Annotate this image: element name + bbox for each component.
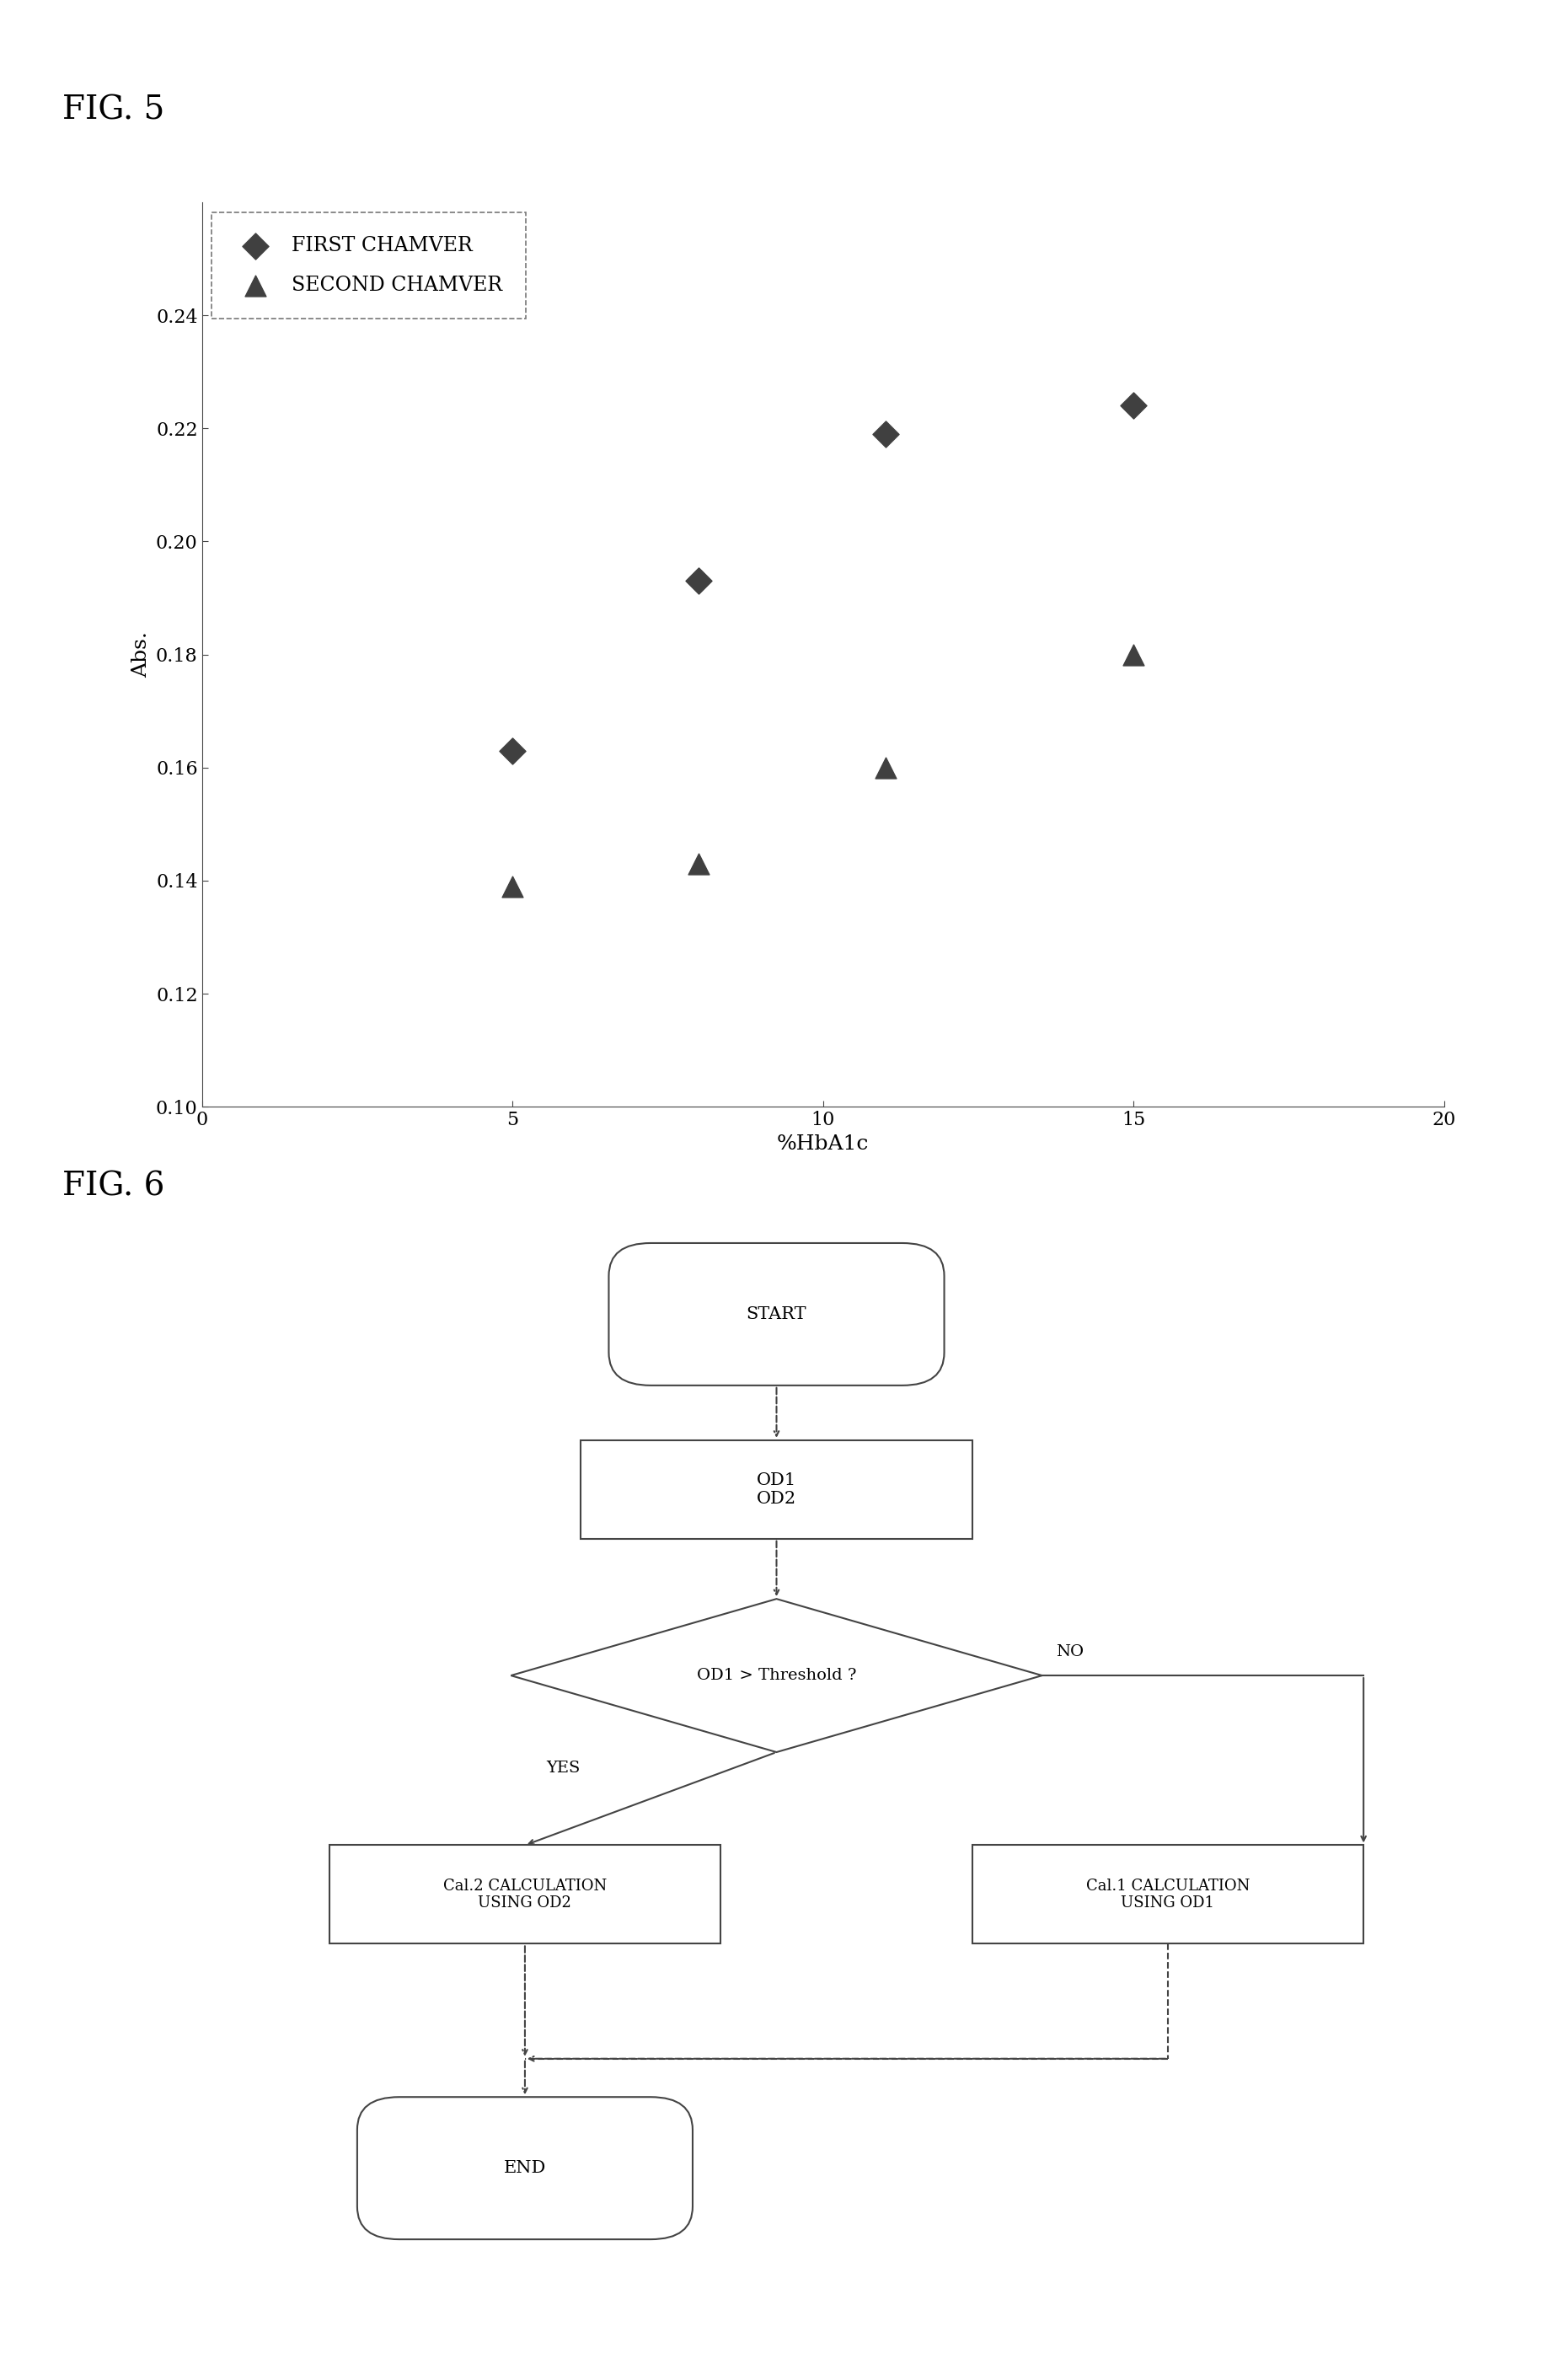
FIRST CHAMVER xyxy=(873,414,898,452)
SECOND CHAMVER xyxy=(1121,635,1146,674)
Text: END: END xyxy=(503,2161,547,2175)
FancyBboxPatch shape xyxy=(609,1242,944,1385)
SECOND CHAMVER xyxy=(500,866,525,904)
Text: Cal.2 CALCULATION
USING OD2: Cal.2 CALCULATION USING OD2 xyxy=(443,1878,607,1911)
Text: NO: NO xyxy=(1056,1645,1084,1659)
FIRST CHAMVER xyxy=(686,562,711,600)
FancyBboxPatch shape xyxy=(329,1844,721,1944)
FancyBboxPatch shape xyxy=(357,2097,693,2240)
X-axis label: %HbA1c: %HbA1c xyxy=(776,1133,870,1154)
Text: FIG. 6: FIG. 6 xyxy=(62,1171,165,1202)
SECOND CHAMVER xyxy=(873,747,898,785)
Legend: FIRST CHAMVER, SECOND CHAMVER: FIRST CHAMVER, SECOND CHAMVER xyxy=(211,212,526,319)
Polygon shape xyxy=(511,1599,1042,1752)
SECOND CHAMVER xyxy=(686,845,711,883)
Text: START: START xyxy=(747,1307,806,1323)
Text: Cal.1 CALCULATION
USING OD1: Cal.1 CALCULATION USING OD1 xyxy=(1086,1878,1250,1911)
Text: YES: YES xyxy=(547,1761,579,1775)
FancyBboxPatch shape xyxy=(581,1440,972,1537)
Text: OD1
OD2: OD1 OD2 xyxy=(756,1473,797,1507)
Text: OD1 > Threshold ?: OD1 > Threshold ? xyxy=(697,1668,856,1683)
FIRST CHAMVER xyxy=(500,731,525,769)
Y-axis label: Abs.: Abs. xyxy=(132,631,151,678)
Text: FIG. 5: FIG. 5 xyxy=(62,95,165,126)
FIRST CHAMVER xyxy=(1121,386,1146,424)
FancyBboxPatch shape xyxy=(972,1844,1364,1944)
